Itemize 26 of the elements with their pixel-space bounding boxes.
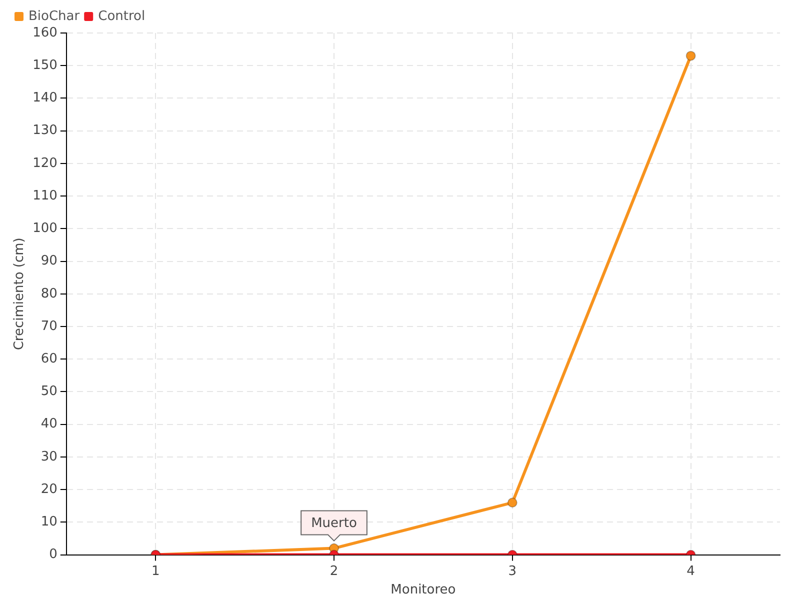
y-tick-label: 60	[40, 352, 58, 366]
y-tick-label: 40	[40, 416, 58, 432]
y-tick-label: 150	[32, 58, 58, 73]
legend-label: Control	[98, 8, 146, 24]
x-tick-label: 3	[508, 564, 517, 579]
y-tick-label: 130	[32, 123, 58, 138]
annotation: Muerto	[311, 516, 357, 532]
y-axis-title: Crecimiento (cm)	[12, 238, 28, 350]
y-tick-label: 0	[49, 547, 58, 562]
y-tick-label: 160	[32, 25, 58, 40]
y-tick-label: 110	[32, 188, 58, 204]
legend-label: BioChar	[28, 8, 80, 24]
x-tick-label: 2	[330, 564, 338, 579]
y-tick-label: 20	[40, 482, 58, 497]
y-tick-label: 50	[40, 384, 58, 400]
x-axis-title: Monitoreo	[390, 582, 456, 598]
y-tick-label: 30	[40, 449, 58, 464]
y-tick-label: 80	[40, 286, 58, 302]
y-tick-label: 70	[40, 318, 58, 334]
x-tick-label: 1	[151, 564, 160, 579]
y-tick-label: 120	[32, 156, 58, 171]
x-tick-label: 4	[686, 564, 695, 579]
y-tick-label: 140	[32, 90, 58, 106]
y-tick-label: 10	[40, 514, 58, 530]
y-tick-label: 100	[32, 221, 58, 236]
y-tick-label: 90	[40, 254, 58, 269]
